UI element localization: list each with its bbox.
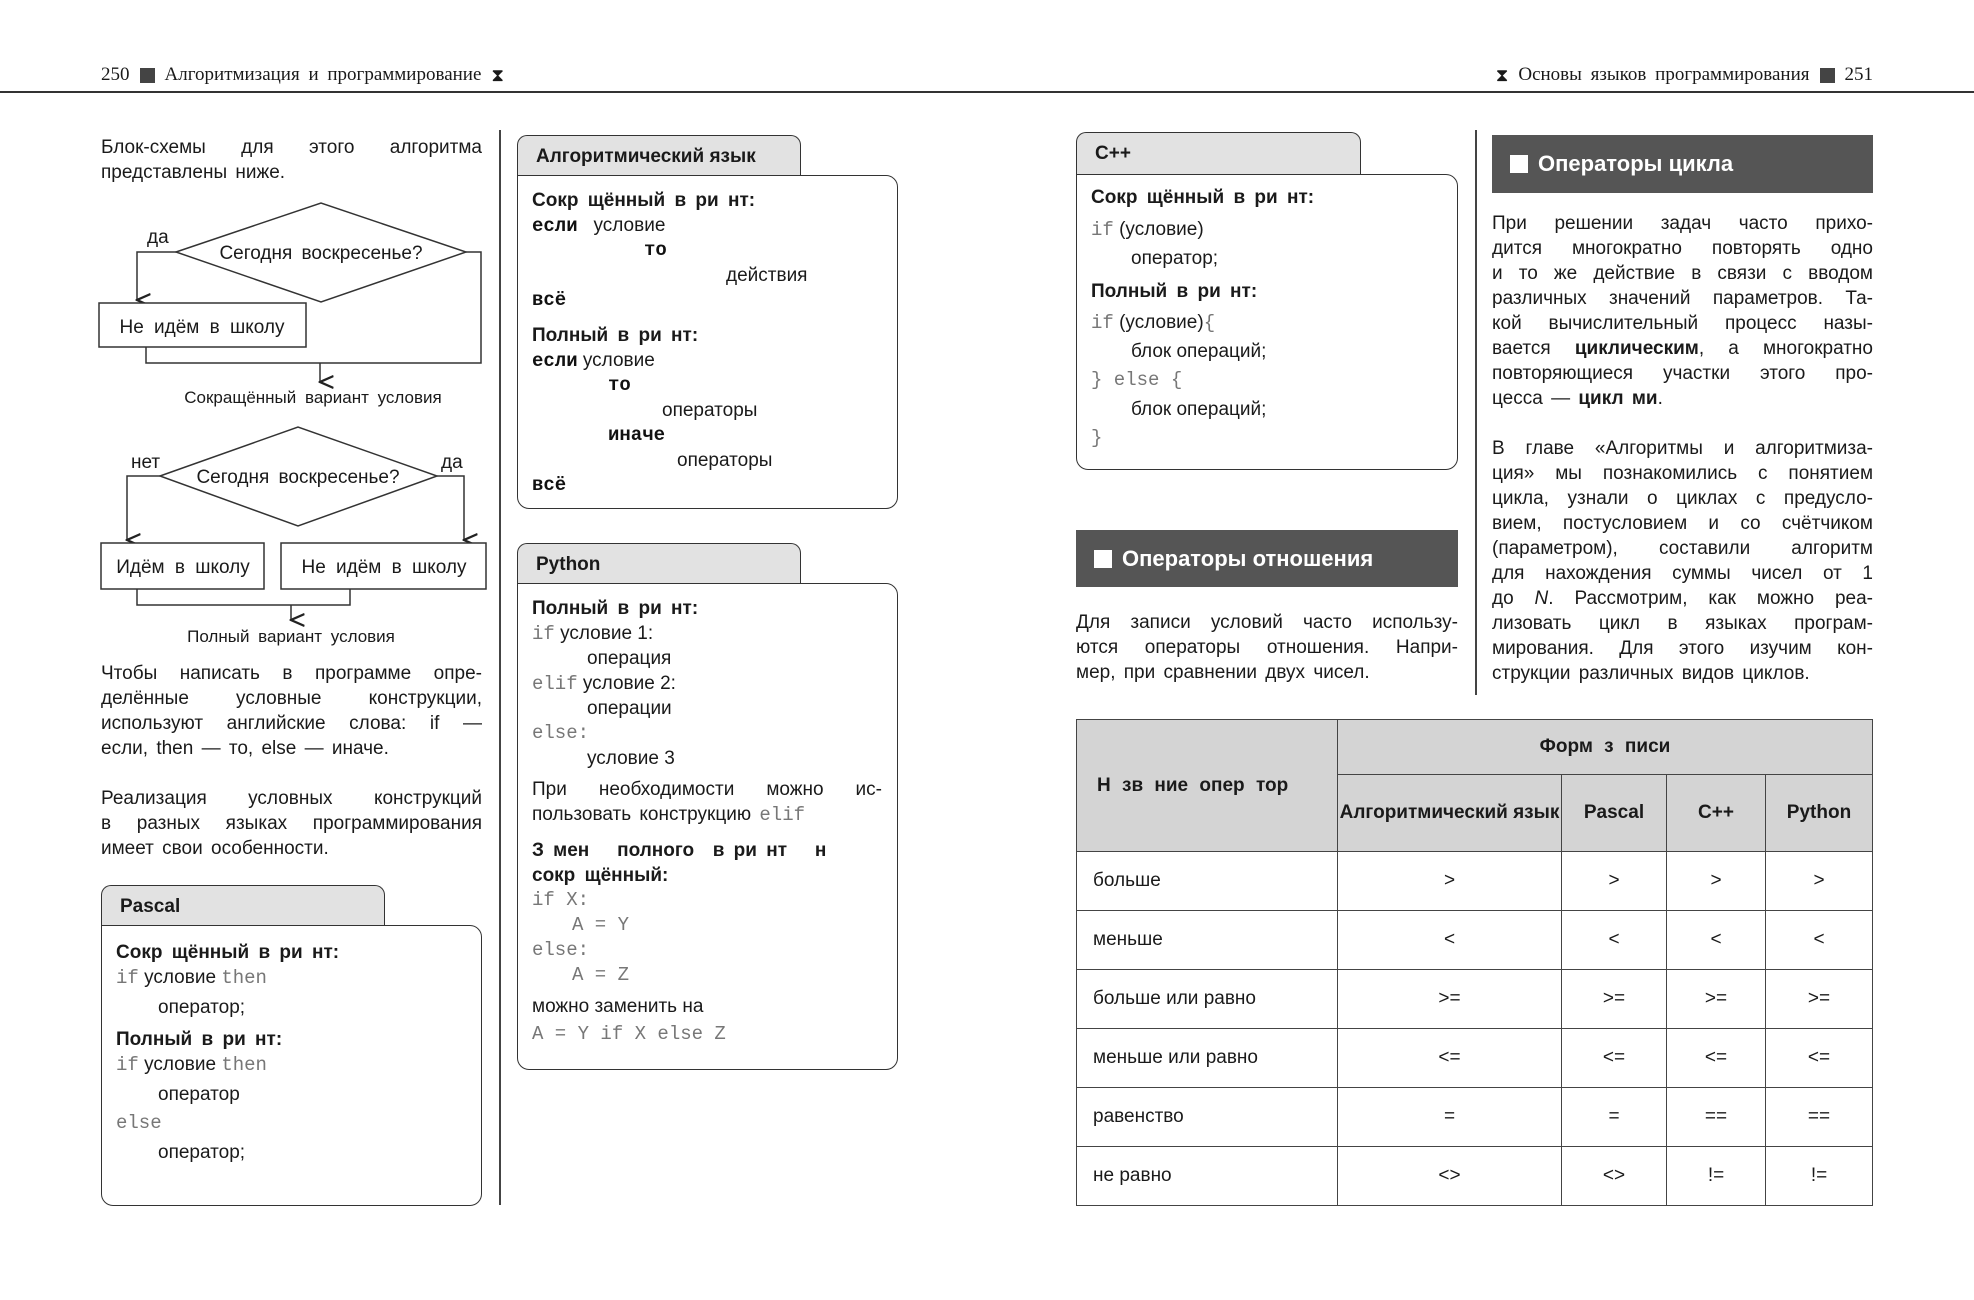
cpp-box: Сокр щённый в ри нт: if (условие) операт… [1076, 174, 1458, 470]
process-box [100, 542, 265, 590]
paragraph-english-words: Чтобы написать в программе опре- делённы… [101, 663, 482, 759]
process-box [98, 302, 307, 348]
table-row: меньше или равно <= <= <= <= [1076, 1028, 1873, 1088]
column-header-pascal: Pascal [1561, 774, 1667, 852]
operator-symbol-cell: <= [1666, 1028, 1766, 1088]
process-box [280, 542, 487, 590]
operator-symbol-cell: != [1666, 1146, 1766, 1206]
loops-section-heading: Операторы цикла [1492, 135, 1873, 193]
chapter-title: Основы языков программирования [1518, 64, 1810, 85]
operator-name-cell: меньше или равно [1076, 1028, 1338, 1088]
process-text: Не идём в школу [301, 557, 467, 578]
column-header-alg: Алгоритмический язык [1337, 774, 1562, 852]
relations-section-heading: Операторы отношения [1076, 530, 1458, 587]
flowchart: да Сегодня воскресенье? Не идём в школу … [98, 202, 487, 646]
pascal-box: Сокр щённый в ри нт: if условие then опе… [101, 925, 482, 1206]
yes-label: да [147, 227, 169, 248]
operator-symbol-cell: = [1337, 1087, 1562, 1147]
python-box: Полный в ри нт: if условие 1: операция e… [517, 583, 898, 1070]
operator-symbol-cell: >= [1765, 969, 1873, 1029]
paragraph-implementation: Реализация условных конструкций в разных… [101, 788, 482, 859]
python-note: При необходимости можно ис- пользовать к… [532, 779, 882, 826]
operator-symbol-cell: == [1765, 1087, 1873, 1147]
operator-name-cell: не равно [1076, 1146, 1338, 1206]
operator-symbol-cell: < [1666, 910, 1766, 970]
bookmark-icon: ⧗ [491, 64, 505, 85]
operator-name-cell: больше или равно [1076, 969, 1338, 1029]
table-row: больше или равно >= >= >= >= [1076, 969, 1873, 1029]
alg-language-tab: Алгоритмический язык [517, 135, 801, 177]
operator-symbol-cell: <= [1337, 1028, 1562, 1088]
operator-symbol-cell: > [1561, 851, 1667, 911]
table-row: равенство = = == == [1076, 1087, 1873, 1147]
square-icon [1819, 67, 1835, 83]
operator-name-cell: меньше [1076, 910, 1338, 970]
page-number: 251 [1844, 64, 1874, 85]
relational-operators-table: Н зв ние опер тор Форм з писи Алгоритмич… [1076, 719, 1873, 1206]
table-row: меньше < < < < [1076, 910, 1873, 970]
header-rule [0, 91, 1974, 93]
operator-symbol-cell: <= [1561, 1028, 1667, 1088]
operator-symbol-cell: == [1666, 1087, 1766, 1147]
operator-symbol-cell: >= [1666, 969, 1766, 1029]
operator-symbol-cell: = [1561, 1087, 1667, 1147]
column-header-python: Python [1765, 774, 1873, 852]
table-row: больше > > > > [1076, 851, 1873, 911]
operator-symbol-cell: <> [1561, 1146, 1667, 1206]
column-divider [499, 130, 501, 1205]
intro-paragraph: Блок-схемы для этого алгоритма представл… [101, 137, 482, 183]
bookmark-icon: ⧗ [1495, 64, 1509, 85]
operator-symbol-cell: >= [1561, 969, 1667, 1029]
no-label: нет [131, 452, 160, 473]
loops-paragraph-1: При решении задач часто прихо- дится мно… [1492, 213, 1873, 409]
alg-language-box: Сокр щённый в ри нт: если условие то дей… [517, 175, 898, 509]
operator-symbol-cell: > [1765, 851, 1873, 911]
flowchart-caption: Полный вариант условия [187, 627, 395, 646]
square-icon [139, 67, 155, 83]
loops-paragraph-2: В главе «Алгоритмы и алгоритмиза- ция» м… [1492, 438, 1873, 684]
process-text: Не идём в школу [119, 317, 285, 338]
operator-symbol-cell: > [1337, 851, 1562, 911]
right-running-header: ⧗ Основы языков программирования 251 [1496, 64, 1873, 86]
process-text: Идём в школу [116, 557, 250, 578]
operator-name-cell: равенство [1076, 1087, 1338, 1147]
flowchart-caption: Сокращённый вариант условия [184, 388, 441, 407]
operator-symbol-cell: < [1337, 910, 1562, 970]
operator-symbol-cell: < [1765, 910, 1873, 970]
column-group-header: Форм з писи [1337, 719, 1873, 775]
operator-name-cell: больше [1076, 851, 1338, 911]
operator-symbol-cell: < [1561, 910, 1667, 970]
operator-symbol-cell: >= [1337, 969, 1562, 1029]
square-icon [1094, 549, 1112, 568]
pascal-tab: Pascal [101, 885, 385, 927]
left-running-header: 250 Алгоритмизация и программирование ⧗ [101, 64, 504, 86]
column-header-cpp: C++ [1666, 774, 1766, 852]
operator-symbol-cell: <> [1337, 1146, 1562, 1206]
operator-symbol-cell: != [1765, 1146, 1873, 1206]
column-divider [1475, 130, 1477, 695]
column-header-name: Н зв ние опер тор [1076, 719, 1338, 852]
page-number: 250 [101, 64, 130, 85]
table-row: не равно <> <> != != [1076, 1146, 1873, 1206]
python-tab: Python [517, 543, 801, 585]
decision-text: Сегодня воскресенье? [219, 243, 422, 264]
cpp-tab: C++ [1076, 132, 1361, 176]
chapter-title: Алгоритмизация и программирование [164, 64, 482, 85]
yes-label: да [441, 452, 463, 473]
relations-paragraph: Для записи условий часто использу- ются … [1076, 612, 1458, 683]
square-icon [1510, 155, 1528, 173]
decision-text: Сегодня воскресенье? [196, 467, 399, 488]
operator-symbol-cell: <= [1765, 1028, 1873, 1088]
operator-symbol-cell: > [1666, 851, 1766, 911]
